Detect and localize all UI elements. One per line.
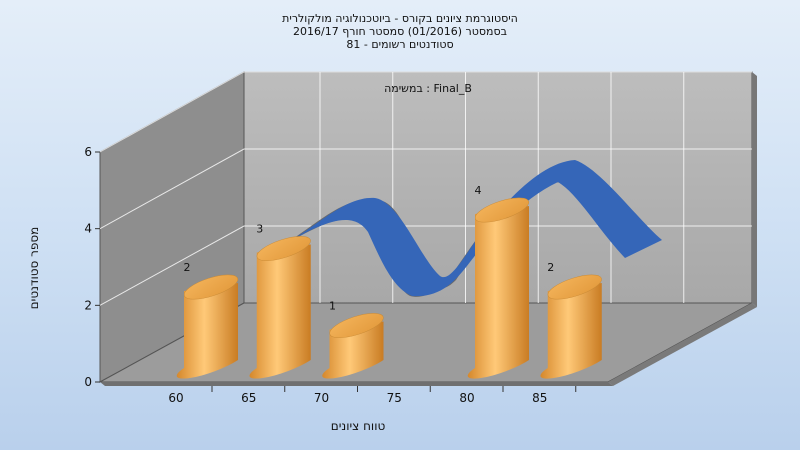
y-axis-label: מספר סטודנטים — [27, 227, 41, 310]
bar-value-label: 2 — [547, 261, 554, 274]
y-gridline — [99, 148, 752, 230]
bars — [176, 197, 602, 379]
x-tick-label: 75 — [387, 391, 402, 405]
y-gridline — [99, 225, 752, 306]
y-tick-label: 4 — [84, 222, 92, 236]
bar — [540, 274, 602, 379]
y-axis-ticks: 0 2 4 6 — [84, 145, 100, 389]
x-tick-label: 65 — [241, 391, 256, 405]
bar-cap — [474, 197, 530, 223]
y-tick-label: 2 — [84, 298, 92, 312]
y-tick-label: 6 — [84, 145, 92, 159]
bar — [467, 197, 530, 379]
back-wall-right-edge — [752, 72, 757, 307]
bar-cap — [183, 274, 239, 300]
chart-title-line-3: סטודנטים רשומים - 81 — [346, 38, 453, 51]
bar-value-label: 1 — [329, 300, 336, 313]
x-axis-ticks: 60 65 70 75 80 85 — [168, 386, 577, 405]
x-tick-label: 80 — [459, 391, 474, 405]
bar — [322, 313, 384, 379]
bar — [249, 236, 311, 379]
bar-cap — [256, 236, 311, 261]
chart-subtitle: במשימה : Final_B — [384, 82, 472, 95]
x-tick-label: 60 — [168, 391, 183, 405]
distribution-curve — [285, 160, 662, 297]
y-tick-label: 0 — [84, 375, 92, 389]
bar-value-label: 3 — [256, 223, 263, 236]
bar-value-label: 2 — [184, 261, 191, 274]
chart-title-line-2: בסמסטר (01/2016) סמסטר חורף 2016/17 — [293, 25, 507, 38]
bar-body — [540, 283, 602, 379]
x-tick-label: 70 — [314, 391, 329, 405]
chart-title-line-1: היסטוגרמת ציונים בקורס - ביוטכנולוגיה מו… — [282, 12, 518, 25]
y-gridline — [99, 71, 752, 153]
bar-body — [249, 244, 311, 379]
bar-value-labels: 2 3 1 4 2 — [184, 184, 555, 313]
bar-body — [176, 283, 238, 379]
bar-cap — [329, 313, 384, 338]
bar-body — [467, 206, 529, 379]
floor-front-edge — [100, 382, 613, 386]
bar-value-label: 4 — [475, 184, 482, 197]
bar-cap — [547, 274, 602, 300]
bar — [176, 274, 239, 379]
x-tick-label: 85 — [532, 391, 547, 405]
x-axis-label: טווח ציונים — [331, 419, 386, 433]
floor-right-edge — [608, 303, 757, 386]
